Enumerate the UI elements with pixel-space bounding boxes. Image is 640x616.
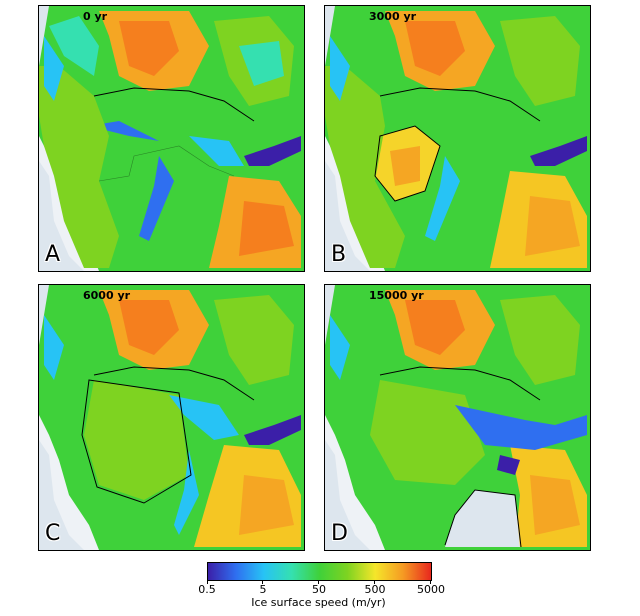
panel-letter: A (45, 242, 61, 267)
panel-letter: C (45, 521, 61, 546)
colorbar-tick (262, 580, 263, 584)
colorbar (207, 562, 432, 581)
colorbar-tick (430, 580, 431, 584)
panel-letter: B (331, 242, 347, 267)
colorbar-tick-label: 500 (364, 583, 386, 596)
panel-b: 3000 yr B (324, 5, 591, 272)
time-label: 15000 yr (369, 289, 424, 302)
time-label: 3000 yr (369, 10, 417, 23)
ice-speed-map (39, 285, 304, 550)
colorbar-title: Ice surface speed (m/yr) (251, 596, 386, 609)
ice-speed-map (325, 285, 590, 550)
colorbar-tick (374, 580, 375, 584)
ice-speed-map (325, 6, 590, 271)
colorbar-tick-label: 5000 (417, 583, 445, 596)
panel-d: 15000 yr D (324, 284, 591, 551)
panel-letter: D (331, 521, 348, 546)
time-label: 0 yr (83, 10, 108, 23)
colorbar-tick (318, 580, 319, 584)
colorbar-tick-label: 0.5 (198, 583, 216, 596)
panel-c: 6000 yr C (38, 284, 305, 551)
ice-speed-map (39, 6, 304, 271)
time-label: 6000 yr (83, 289, 131, 302)
panel-a: 0 yr A (38, 5, 305, 272)
colorbar-tick-label: 50 (312, 583, 326, 596)
colorbar-tick-label: 5 (259, 583, 267, 596)
colorbar-tick (207, 580, 208, 584)
